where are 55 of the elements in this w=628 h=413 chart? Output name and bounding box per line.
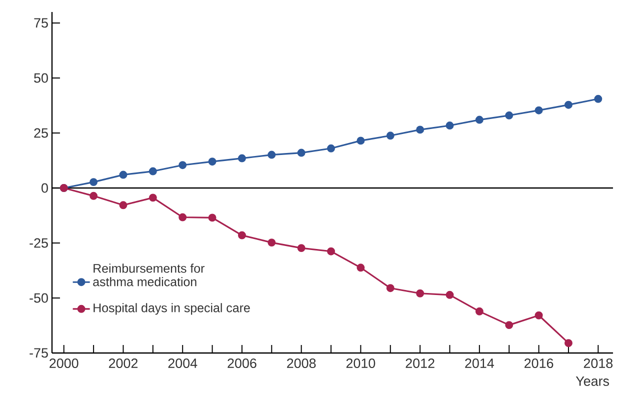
y-tick-label: -50 [30, 293, 48, 303]
legend-label: Hospital days in special care [94, 303, 250, 315]
point [416, 289, 424, 298]
x-tick-label: 2010 [346, 358, 376, 368]
point [90, 192, 98, 200]
point [268, 238, 276, 247]
point [475, 307, 484, 316]
y-tick-label: 75 [34, 18, 48, 28]
point [208, 158, 216, 166]
x-tick-label: 2008 [287, 358, 316, 368]
point [119, 170, 128, 179]
point [386, 284, 394, 292]
y-tick-label: 25 [34, 128, 48, 138]
x-tick-label: 2002 [108, 358, 138, 368]
x-tick-label: 2014 [465, 358, 494, 368]
point [356, 264, 365, 272]
point [268, 150, 276, 159]
x-tick-label: 2016 [524, 358, 554, 368]
point [178, 161, 187, 170]
point [208, 214, 216, 222]
point [446, 122, 454, 130]
point [386, 132, 394, 140]
point [594, 94, 602, 103]
y-tick-label: 0 [42, 183, 48, 193]
legend-label: Reimbursements for asthma medication [93, 264, 204, 286]
x-tick-label: 2012 [406, 358, 434, 368]
point [564, 100, 572, 109]
point [90, 178, 98, 186]
point [534, 106, 543, 114]
point [238, 154, 246, 162]
x-axis-title: Years [576, 376, 610, 386]
point [297, 148, 306, 157]
y-tick-label: -75 [30, 348, 48, 358]
point [416, 126, 424, 134]
point [119, 201, 128, 210]
y-tick-label: 50 [34, 73, 48, 83]
point [534, 311, 543, 320]
x-tick-label: 2006 [228, 358, 256, 368]
x-tick-label: 2000 [50, 358, 78, 368]
point [297, 244, 306, 252]
point [505, 321, 514, 330]
point [564, 339, 572, 348]
point [446, 290, 454, 299]
x-tick-label: 2004 [168, 358, 198, 368]
point [327, 144, 336, 152]
y-tick-label: -25 [30, 238, 48, 248]
point [505, 111, 514, 120]
point [327, 247, 336, 256]
point [356, 136, 365, 145]
point [475, 116, 484, 124]
point [148, 167, 157, 176]
point [148, 194, 157, 202]
x-tick-label: 2018 [584, 358, 613, 368]
point [178, 213, 187, 222]
point [238, 231, 246, 240]
